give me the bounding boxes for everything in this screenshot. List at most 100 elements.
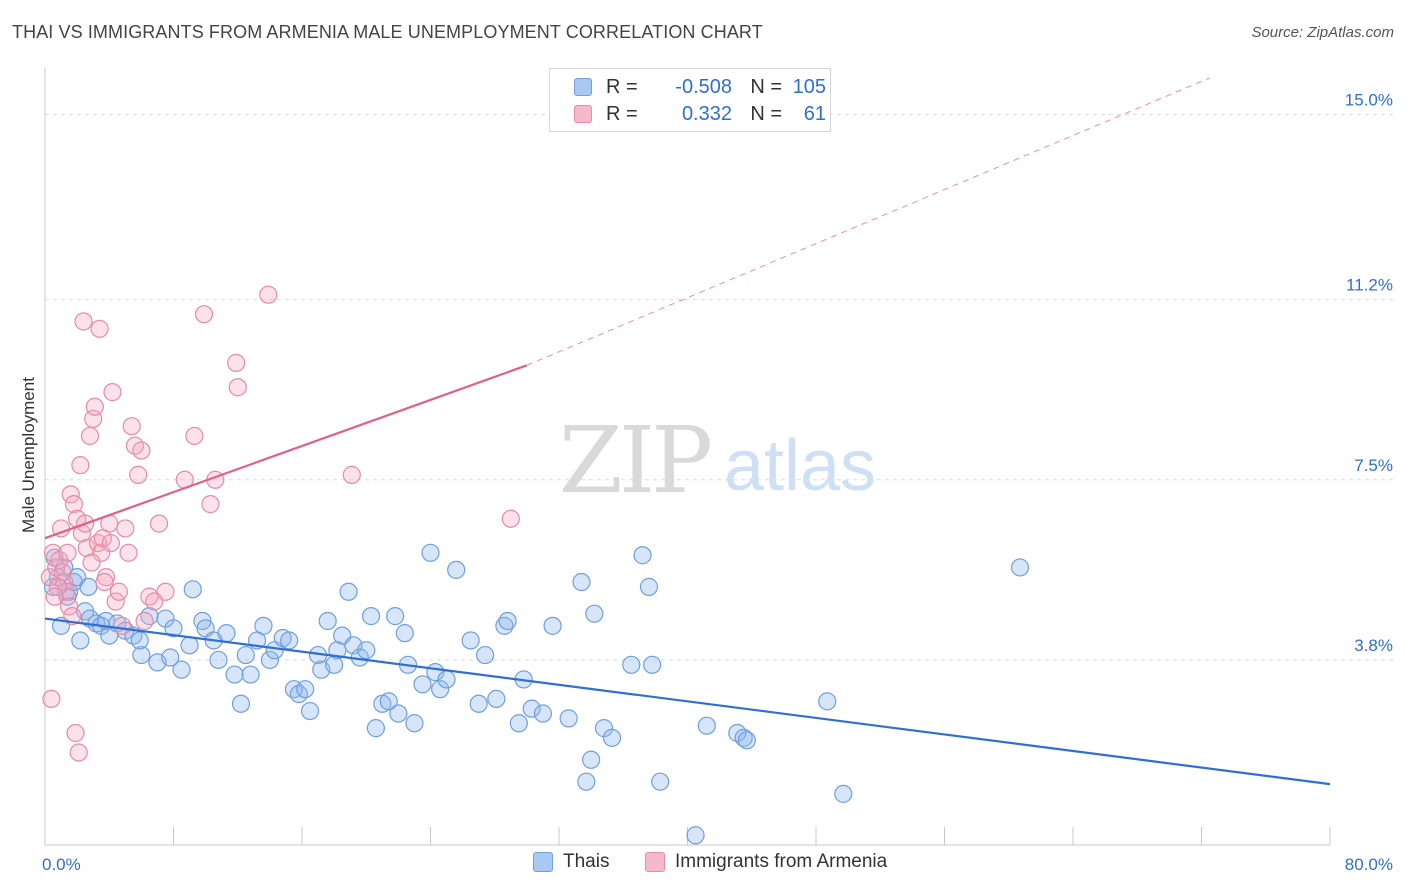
armenia-point (53, 563, 72, 582)
thai-point (71, 631, 90, 650)
series-label-armenia: Immigrants from Armenia (675, 851, 888, 872)
thai-point (633, 546, 652, 565)
armenia-point (63, 607, 82, 626)
armenia-point (61, 485, 80, 504)
thai-point (296, 680, 315, 699)
thai-point (254, 616, 273, 635)
armenia-point (201, 495, 220, 514)
armenia-point (135, 611, 154, 631)
thai-point (495, 616, 514, 635)
y-tick-label: 11.2% (1346, 276, 1393, 295)
legend-n-value: 105 (792, 75, 826, 98)
armenia-point (185, 426, 204, 446)
thai-point (395, 624, 414, 643)
thai-point (734, 728, 753, 747)
thai-point (300, 701, 320, 721)
thai-point (318, 611, 337, 631)
armenia-trend-line (44, 364, 528, 540)
series-swatch-thais (533, 852, 553, 872)
armenia-point (106, 592, 125, 611)
legend-swatch-armenia (574, 105, 592, 123)
legend-n-label: N = (750, 102, 782, 125)
thai-point (651, 772, 670, 791)
source-label: Source: ZipAtlas.com (1251, 24, 1394, 41)
thai-point (509, 714, 528, 733)
legend-r-value: 0.332 (681, 102, 732, 125)
armenia-point (45, 587, 64, 606)
watermark-atlas: atlas (724, 426, 876, 506)
thai-point (386, 607, 405, 626)
axes (44, 68, 1331, 846)
thai-point (622, 655, 641, 674)
thai-point (447, 560, 466, 579)
y-tick-label: 7.5% (1354, 456, 1393, 475)
data-points (40, 285, 1030, 845)
armenia-point (116, 519, 135, 538)
thai-point (697, 716, 716, 735)
series-legend-armenia: Immigrants from Armenia (645, 851, 887, 873)
x-tick-label: 80.0% (1345, 855, 1393, 874)
thai-point (172, 660, 191, 679)
legend-r-label: R = (606, 75, 638, 98)
armenia-point (501, 509, 520, 528)
watermark: ZIP atlas (559, 407, 876, 514)
thai-point (421, 543, 440, 562)
armenia-point (66, 723, 85, 743)
series-label-thais: Thais (563, 851, 610, 872)
thai-point (559, 709, 578, 728)
thai-point (602, 728, 622, 747)
thai-point (543, 616, 562, 635)
thai-point (130, 631, 149, 650)
thai-point (339, 582, 358, 601)
armenia-point (101, 533, 120, 553)
armenia-point (90, 319, 109, 338)
legend-n-label: N = (750, 75, 782, 98)
thai-point (241, 665, 260, 684)
thai-point (461, 631, 480, 650)
correlation-legend: R = -0.508 N = 105 R = 0.332 N = 61 (549, 68, 831, 132)
series-swatch-armenia (645, 852, 665, 872)
thai-point (585, 604, 604, 623)
armenia-point (109, 582, 128, 601)
legend-row-armenia: R = 0.332 N = 61 (574, 102, 826, 126)
armenia-point (74, 312, 93, 331)
armenia-point (194, 305, 214, 324)
thai-point (379, 692, 398, 711)
thai-point (236, 645, 255, 665)
armenia-point (59, 597, 79, 616)
legend-r-label: R = (606, 102, 638, 125)
thai-point (818, 692, 837, 711)
armenia-point (122, 417, 141, 436)
thai-point (476, 645, 495, 665)
thai-point (357, 641, 376, 660)
thai-point (132, 645, 151, 665)
armenia-point (227, 353, 246, 372)
thai-point (577, 772, 596, 791)
armenia-point (58, 543, 77, 562)
thai-point (180, 636, 199, 655)
armenia-point (103, 383, 122, 402)
thai-point (183, 580, 202, 599)
legend-swatch-thais (574, 78, 592, 96)
thai-point (405, 714, 424, 733)
armenia-point (71, 456, 90, 475)
armenia-point (129, 465, 148, 484)
thai-point (469, 694, 488, 713)
thai-point (639, 577, 659, 596)
armenia-point (95, 572, 114, 592)
chart-title: THAI VS IMMIGRANTS FROM ARMENIA MALE UNE… (12, 22, 763, 42)
y-tick-label: 15.0% (1345, 91, 1393, 110)
thai-point (737, 731, 757, 750)
legend-r-value: -0.508 (675, 75, 732, 98)
legend-row-thais: R = -0.508 N = 105 (574, 75, 826, 99)
armenia-point (80, 426, 100, 446)
armenia-point (342, 465, 361, 484)
armenia-point (85, 397, 104, 416)
legend-n-value: 61 (803, 102, 826, 125)
thai-point (217, 624, 236, 643)
thai-point (686, 826, 705, 845)
grid-lines (45, 114, 1395, 661)
thai-point (361, 607, 381, 626)
y-tick-label: 3.8% (1354, 636, 1393, 655)
series-legend-thais: Thais (533, 851, 609, 873)
